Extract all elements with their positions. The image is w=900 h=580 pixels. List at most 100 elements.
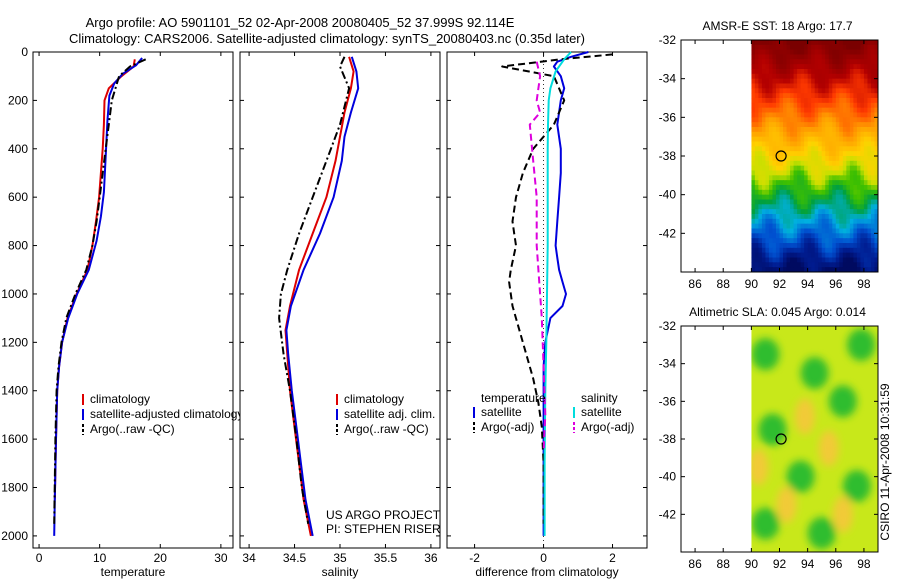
sst-cell	[761, 44, 767, 51]
sst-cell	[772, 199, 777, 205]
sst-cell	[856, 257, 862, 263]
sst-cell	[761, 88, 767, 94]
sst-cell	[790, 233, 795, 239]
sst-cell	[807, 98, 812, 104]
sst-cell	[800, 185, 805, 191]
sst-cell	[821, 73, 826, 80]
sst-cell	[839, 88, 844, 94]
sst-cell	[800, 262, 805, 268]
sst-cell	[839, 64, 844, 70]
sst-cell	[765, 209, 770, 215]
sst-cell	[860, 112, 865, 118]
sst-cell	[867, 122, 872, 128]
sst-cell	[793, 88, 798, 94]
sst-cell	[800, 267, 805, 272]
sst-cell	[856, 54, 862, 60]
sst-cell	[846, 228, 851, 234]
sst-cell	[775, 185, 781, 191]
sst-cell	[856, 209, 862, 215]
sst-cell	[860, 252, 865, 259]
sst-cell	[790, 44, 795, 51]
sst-cell	[849, 218, 854, 225]
sst-cell	[821, 262, 826, 268]
sst-cell	[870, 73, 876, 80]
sst-cell	[779, 88, 784, 94]
sst-cell	[765, 146, 770, 152]
sst-cell	[825, 93, 830, 99]
sst-cell	[832, 136, 837, 143]
sst-cell	[797, 228, 802, 234]
sst-cell	[870, 59, 876, 65]
sst-cell	[765, 136, 770, 143]
sst-cell	[867, 223, 872, 230]
sst-cell	[783, 185, 788, 191]
sst-cell	[814, 165, 819, 172]
sst-cell	[867, 88, 872, 94]
sst-cell	[832, 233, 837, 239]
sst-cell	[786, 112, 791, 118]
sst-cell	[807, 160, 812, 167]
sst-cell	[832, 146, 837, 152]
sst-cell	[779, 49, 784, 56]
sst-cell	[846, 199, 851, 205]
sst-cell	[772, 247, 777, 254]
sst-cell	[863, 141, 869, 147]
sst-cell	[856, 69, 862, 75]
sst-cell	[783, 141, 788, 147]
sst-cell	[800, 141, 805, 147]
series-line-argo-raw-qc-	[53, 58, 147, 524]
sst-cell	[800, 257, 805, 263]
sst-cell	[758, 252, 763, 259]
sst-cell	[758, 194, 763, 201]
sst-cell	[800, 194, 805, 201]
sst-cell	[867, 170, 872, 176]
sst-cell	[867, 257, 872, 263]
sst-cell	[768, 228, 774, 234]
sst-cell	[825, 199, 830, 205]
sst-cell	[779, 185, 784, 191]
sst-cell	[811, 64, 816, 70]
sst-cell	[786, 223, 791, 230]
sst-cell	[832, 127, 837, 133]
sst-cell	[863, 107, 869, 114]
map-x-tick-label: 86	[688, 557, 702, 571]
sst-cell	[800, 54, 805, 60]
sst-cell	[863, 257, 869, 263]
sst-cell	[793, 262, 798, 268]
sst-cell	[853, 44, 858, 51]
sst-cell	[758, 73, 763, 80]
sst-cell	[870, 78, 876, 85]
sst-cell	[839, 122, 844, 128]
sst-cell	[761, 243, 767, 249]
sst-cell	[786, 131, 791, 138]
sst-cell	[751, 185, 756, 191]
sst-cell	[807, 40, 812, 46]
sst-cell	[870, 151, 876, 157]
sst-cell	[779, 83, 784, 89]
sst-cell	[853, 252, 858, 259]
sst-cell	[853, 218, 858, 225]
sst-cell	[874, 228, 878, 234]
sst-cell	[800, 78, 805, 85]
sst-cell	[874, 69, 878, 75]
sst-cell	[874, 209, 878, 215]
sst-cell	[765, 93, 770, 99]
sst-cell	[832, 151, 837, 157]
sst-cell	[828, 247, 833, 254]
sst-cell	[849, 267, 854, 272]
sst-cell	[768, 156, 774, 162]
sst-cell	[793, 243, 798, 249]
sst-cell	[867, 252, 872, 259]
sst-cell	[758, 78, 763, 85]
sst-cell	[765, 247, 770, 254]
sst-cell	[790, 160, 795, 167]
sst-cell	[786, 59, 791, 65]
map-x-tick-label: 92	[773, 557, 787, 571]
sst-cell	[761, 252, 767, 259]
sst-cell	[832, 54, 837, 60]
sst-cell	[793, 40, 798, 46]
sst-cell	[751, 233, 756, 239]
sst-cell	[761, 257, 767, 263]
